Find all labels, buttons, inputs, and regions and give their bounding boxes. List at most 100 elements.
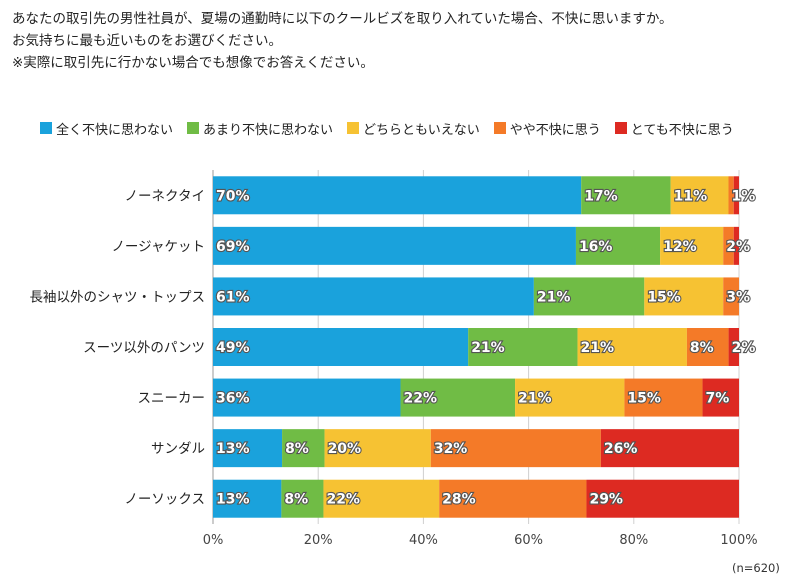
bar-segment [439, 479, 587, 518]
data-label: 8% [284, 492, 308, 508]
data-label: 16% [579, 239, 613, 255]
legend-item-2: あまり不快に思わない [187, 119, 333, 138]
question-text: あなたの取引先の男性社員が、夏場の通勤時に以下のクールビズを取り入れていた場合、… [12, 8, 792, 74]
category-label: ノーソックス [124, 492, 205, 508]
data-label: 15% [627, 391, 661, 407]
data-label: 49% [216, 340, 250, 356]
bar-segment [581, 176, 671, 215]
bar-segment [670, 176, 729, 215]
bar-segment [575, 226, 661, 265]
legend-label: あまり不快に思わない [203, 122, 334, 138]
bar-segment [213, 328, 469, 366]
x-tick-label: 60% [514, 533, 543, 548]
bar-segment [728, 176, 734, 215]
category-label: スーツ以外のパンツ [83, 340, 205, 356]
legend-swatch [40, 122, 52, 134]
category-label: ノーネクタイ [125, 188, 205, 204]
data-label: 26% [604, 441, 638, 457]
legend-item-1: 全く不快に思わない [40, 119, 173, 138]
bar-segment [281, 479, 324, 518]
bar-segment [323, 479, 440, 518]
data-label: 69% [216, 239, 250, 255]
bar-segment [723, 226, 734, 265]
data-label: 13% [216, 441, 250, 457]
bar-segment [324, 429, 431, 468]
bar-segment [430, 429, 601, 468]
data-label: 28% [442, 492, 476, 508]
chart-legend: 全く不快に思わない あまり不快に思わない どちらともいえない やや不快に思う と… [40, 118, 748, 138]
bar-segment [515, 378, 625, 417]
legend-label: やや不快に思う [509, 122, 601, 138]
bar-segment [600, 429, 739, 468]
data-label: 21% [537, 289, 571, 305]
legend-swatch [614, 122, 627, 134]
legend-label: どちらともいえない [363, 122, 480, 138]
category-label: スニーカー [138, 391, 206, 407]
data-label: 3% [726, 289, 750, 305]
data-label: 70% [216, 188, 250, 204]
data-label: 11% [674, 188, 708, 204]
data-label: 15% [647, 289, 681, 305]
bar-segment [577, 328, 687, 366]
bar-segment [733, 176, 739, 215]
data-label: 8% [285, 441, 309, 457]
x-tick-label: 0% [203, 533, 224, 548]
bar-segment [213, 378, 401, 417]
bar-segment [586, 479, 739, 518]
bar-segment [723, 277, 739, 316]
legend-item-3: どちらともいえない [347, 119, 480, 138]
data-label: 21% [471, 340, 505, 356]
bar-segment [400, 378, 516, 417]
question-line-2: お気持ちに最も近いものをお選びください。 [12, 33, 282, 49]
bar-segment [702, 378, 739, 417]
data-label: 29% [589, 492, 623, 508]
bar-segment [533, 277, 645, 316]
legend-swatch [347, 122, 360, 134]
question-line-1: あなたの取引先の男性社員が、夏場の通勤時に以下のクールビズを取り入れていた場合、… [12, 11, 673, 27]
data-label: 20% [328, 441, 362, 457]
legend-swatch [493, 122, 506, 134]
category-label: 長袖以外のシャツ・トップス [30, 289, 206, 305]
data-label: 12% [663, 239, 697, 255]
data-label: 22% [403, 391, 437, 407]
legend-item-5: とても不快に思う [614, 119, 734, 138]
legend-label: 全く不快に思わない [56, 122, 174, 138]
data-label: 61% [216, 289, 250, 305]
data-label: 8% [690, 340, 714, 356]
bar-segment [213, 479, 282, 518]
question-line-3: ※実際に取引先に行かない場合でも想像でお答えください。 [12, 55, 374, 71]
bar-segment [644, 277, 724, 316]
data-label: 17% [584, 188, 618, 204]
bar-segment [733, 226, 739, 265]
bar-segment [213, 226, 576, 265]
legend-label: とても不快に思う [630, 122, 734, 138]
legend-item-4: やや不快に思う [493, 119, 601, 138]
data-label: 32% [434, 441, 468, 457]
category-label: ノージャケット [111, 239, 205, 255]
bar-segment [660, 226, 724, 265]
bar-segment [213, 277, 534, 316]
bar-segment [686, 328, 729, 366]
data-label: 7% [706, 391, 730, 407]
data-label: 1% [731, 188, 755, 204]
bar-segment [282, 429, 325, 468]
x-tick-label: 40% [409, 533, 438, 548]
data-label: 2% [732, 340, 756, 356]
category-label: サンダル [151, 441, 205, 457]
x-tick-label: 80% [619, 533, 648, 548]
bar-segment [213, 176, 582, 215]
data-label: 21% [581, 340, 615, 356]
data-label: 2% [726, 239, 750, 255]
x-tick-label: 100% [720, 533, 757, 548]
data-label: 36% [216, 391, 250, 407]
bar-segment [728, 328, 739, 366]
data-label: 22% [326, 492, 360, 508]
data-label: 13% [216, 492, 250, 508]
sample-size-note: (n=620) [732, 561, 780, 575]
data-label: 21% [518, 391, 552, 407]
legend-swatch [187, 122, 200, 134]
bar-segment [468, 328, 578, 366]
bar-segment [213, 429, 283, 468]
x-tick-label: 20% [304, 533, 333, 548]
